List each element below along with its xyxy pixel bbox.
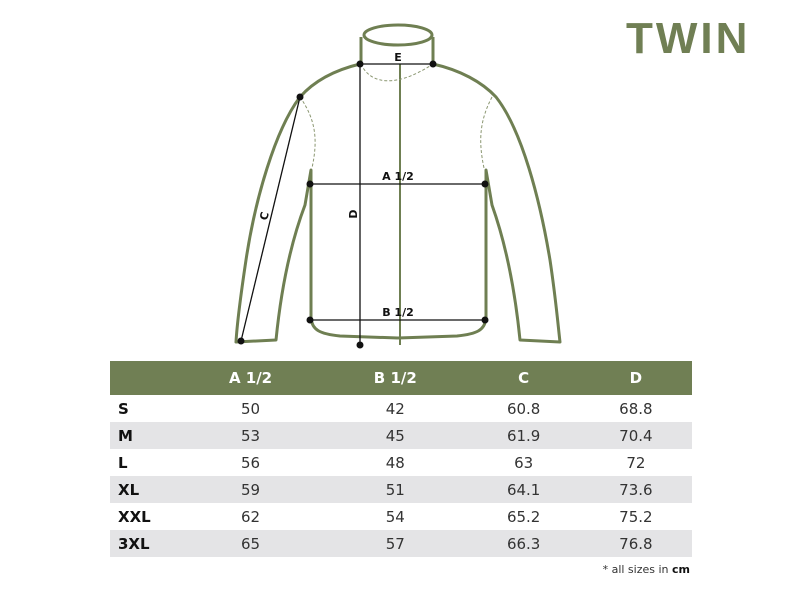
brand-title: TWIN <box>626 14 751 63</box>
size-cell: XXL <box>118 507 151 526</box>
cell: 54 <box>385 507 405 526</box>
table-row: L 56 48 63 72 <box>110 449 692 476</box>
label-d: D <box>347 209 360 218</box>
header-d: D <box>629 369 643 387</box>
size-cell: L <box>118 453 128 472</box>
cell: 53 <box>178 422 324 449</box>
cell: 66.3 <box>467 530 580 557</box>
point-d-bottom <box>356 341 364 349</box>
cell: 61.9 <box>467 422 580 449</box>
table-row: 3XL 65 57 66.3 76.8 <box>110 530 692 557</box>
table-header-row: A 1/2 B 1/2 C D <box>110 361 692 395</box>
size-table: A 1/2 B 1/2 C D S 50 42 60.8 68.8 M 53 4… <box>110 361 692 557</box>
size-cell: XL <box>110 476 178 503</box>
size-cell: M <box>110 422 178 449</box>
units-note-text: * all sizes in <box>602 563 669 576</box>
point-e-left <box>356 60 364 68</box>
cell: 75.2 <box>619 507 653 526</box>
jacket-diagram: E A 1/2 B 1/2 D C <box>234 23 562 349</box>
cell: 72 <box>626 453 646 472</box>
cell: 45 <box>323 422 468 449</box>
header-a: A 1/2 <box>228 369 273 387</box>
cell: 48 <box>385 453 405 472</box>
cell: 63 <box>514 453 534 472</box>
label-b: B 1/2 <box>382 306 414 319</box>
cell: 60.8 <box>506 399 541 418</box>
point-shoulder <box>296 93 304 101</box>
cell: 68.8 <box>619 399 653 418</box>
units-note-unit: cm <box>672 563 690 576</box>
size-cell: 3XL <box>110 530 178 557</box>
collar-top <box>362 23 434 47</box>
size-cell: S <box>118 399 129 418</box>
label-c: C <box>257 211 272 222</box>
point-a-right <box>481 180 489 188</box>
cell: 56 <box>240 453 261 472</box>
table-row: XL 59 51 64.1 73.6 <box>110 476 692 503</box>
table-row: M 53 45 61.9 70.4 <box>110 422 692 449</box>
cell: 57 <box>323 530 468 557</box>
header-size <box>110 361 178 395</box>
point-a-left <box>306 180 314 188</box>
cell: 59 <box>178 476 324 503</box>
cell: 65.2 <box>506 507 541 526</box>
cell: 42 <box>385 399 405 418</box>
cell: 64.1 <box>467 476 580 503</box>
units-note: * all sizes in cm <box>603 563 690 576</box>
point-b-right <box>481 316 489 324</box>
header-c: C <box>518 369 530 387</box>
cell: 50 <box>240 399 261 418</box>
point-cuff <box>237 337 245 345</box>
cell: 76.8 <box>579 530 692 557</box>
label-a: A 1/2 <box>382 170 414 183</box>
cell: 65 <box>178 530 324 557</box>
header-b: B 1/2 <box>373 369 417 387</box>
jacket-outline-left <box>234 62 399 344</box>
cell: 73.6 <box>579 476 692 503</box>
cell: 62 <box>240 507 261 526</box>
cell: 70.4 <box>579 422 692 449</box>
point-e-right <box>429 60 437 68</box>
collar-sides <box>359 37 435 64</box>
table-row: S 50 42 60.8 68.8 <box>110 395 692 422</box>
table-row: XXL 62 54 65.2 75.2 <box>110 503 692 530</box>
jacket-outline-right <box>397 62 562 344</box>
point-b-left <box>306 316 314 324</box>
cell: 51 <box>323 476 468 503</box>
label-e: E <box>394 51 402 64</box>
